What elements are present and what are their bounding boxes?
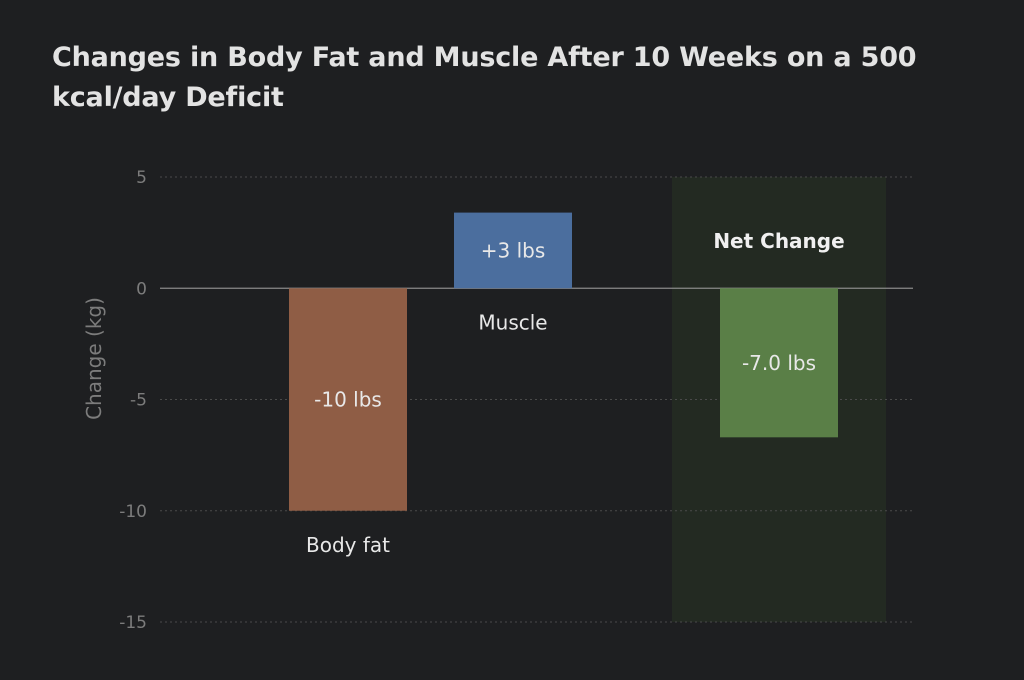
y-tick-label: -15 xyxy=(119,613,147,633)
category-label: Muscle xyxy=(478,310,547,334)
category-label: Net Change xyxy=(713,229,844,253)
y-tick-label: 5 xyxy=(136,168,147,188)
y-axis-title: Change (kg) xyxy=(82,297,106,420)
data-label: -10 lbs xyxy=(314,388,382,412)
data-label: -7.0 lbs xyxy=(742,351,816,375)
bar-muscle xyxy=(454,212,572,289)
y-tick-label: 0 xyxy=(136,279,147,299)
y-tick-label: -5 xyxy=(130,391,147,411)
chart-title: Changes in Body Fat and Muscle After 10 … xyxy=(52,42,917,113)
data-label: +3 lbs xyxy=(481,238,546,262)
category-label: Body fat xyxy=(306,533,390,557)
y-tick-label: -10 xyxy=(119,502,147,522)
bar-net-change xyxy=(720,288,838,438)
bar-body-fat xyxy=(289,288,407,511)
